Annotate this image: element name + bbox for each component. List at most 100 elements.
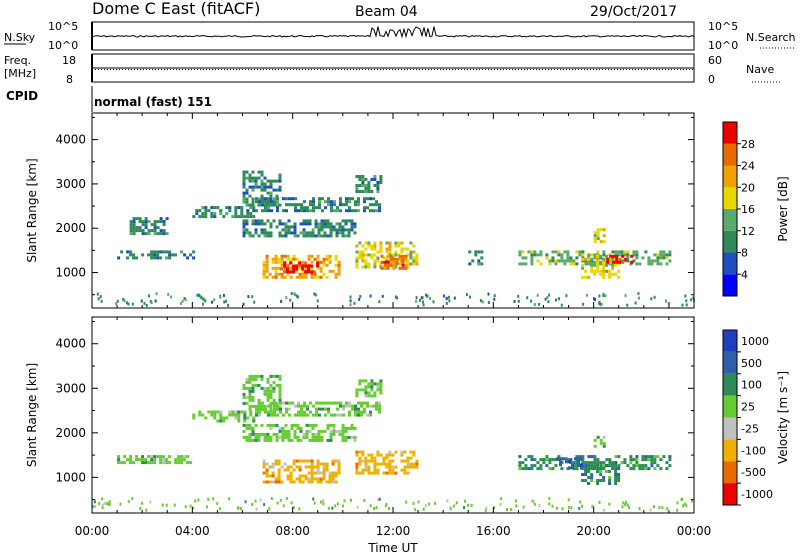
freq-trace xyxy=(91,54,694,82)
velocity-colorbar-cell xyxy=(723,395,737,418)
nsky-left-tick-top: 10^5 xyxy=(48,20,78,33)
power-colorbar-tick-label: 16 xyxy=(741,203,755,216)
power-echo-region xyxy=(606,254,634,264)
nave-label: Nave xyxy=(746,63,774,76)
velocity-echo-region xyxy=(242,423,357,442)
nave-right-tick-bottom: 0 xyxy=(708,73,715,86)
station-title: Dome C East (fitACF) xyxy=(92,0,260,18)
power-y-tick-label: 1000 xyxy=(55,266,86,280)
power-echo-region xyxy=(129,217,169,236)
velocity-colorbar-tick-label: -100 xyxy=(741,444,766,457)
power-echo-region xyxy=(117,250,196,260)
nsearch-right-tick-bottom: 10^0 xyxy=(708,39,738,52)
power-colorbar-label: Power [dB] xyxy=(776,176,790,241)
power-echo-region xyxy=(242,219,357,238)
power-echo-region xyxy=(192,206,256,219)
time-tick-label: 16:00 xyxy=(476,524,511,538)
date-label: 29/Oct/2017 xyxy=(590,4,677,20)
velocity-colorbar-tick-label: -25 xyxy=(741,422,759,435)
power-colorbar-tick-label: 24 xyxy=(741,160,755,173)
velocity-echo-region xyxy=(581,464,621,485)
power-colorbar-tick-label: 12 xyxy=(741,225,755,238)
cpid-value: normal (fast) 151 xyxy=(94,95,212,109)
time-tick-label: 04:00 xyxy=(175,524,210,538)
power-colorbar-tick-label: 28 xyxy=(741,138,755,151)
nsky-left-tick-bottom: 10^0 xyxy=(48,39,78,52)
time-axis: 00:00 04:00 08:00 12:00 16:00 20:00 00:00 xyxy=(75,524,712,538)
power-y-label: Slant Range [km] xyxy=(25,158,39,262)
power-y-tick-label: 3000 xyxy=(55,177,86,191)
time-tick-label: 00:00 xyxy=(677,524,712,538)
velocity-y-label: Slant Range [km] xyxy=(25,363,39,467)
velocity-colorbar-tick-label: 500 xyxy=(741,357,762,370)
beam-label: Beam 04 xyxy=(355,4,418,20)
velocity-colorbar: 1000 500 100 25 -25 -100 -500 -1000 Velocity [m … xyxy=(722,329,790,506)
velocity-colorbar-cell xyxy=(723,373,737,396)
velocity-colorbar-tick-label: -500 xyxy=(741,466,766,479)
velocity-echo-region xyxy=(262,459,341,484)
power-colorbar: 4 8 12 16 20 24 28 Power [dB] xyxy=(722,121,790,297)
velocity-colorbar-cell xyxy=(723,330,737,352)
velocity-y-tick-label: 2000 xyxy=(55,426,86,440)
power-colorbar-tick-label: 8 xyxy=(741,247,748,260)
time-axis-label: Time UT xyxy=(367,541,418,554)
power-y-tick-label: 4000 xyxy=(55,133,86,147)
power-echo-region xyxy=(255,197,381,213)
nave-right-tick-top: 60 xyxy=(708,54,722,67)
power-panel: 1000 2000 3000 4000 Slant Range [km] xyxy=(25,112,696,309)
cpid-label: CPID xyxy=(6,89,38,103)
power-colorbar-tick-label: 4 xyxy=(741,268,748,281)
freq-label-line1: Freq. xyxy=(4,54,31,67)
velocity-echo-region xyxy=(593,435,606,448)
velocity-colorbar-tick-label: 100 xyxy=(741,379,762,392)
velocity-y-tick-label: 1000 xyxy=(55,470,86,484)
nsky-trace xyxy=(91,22,695,50)
nsky-series-line xyxy=(91,26,695,39)
power-echo-region xyxy=(468,250,484,266)
velocity-frame xyxy=(91,316,695,514)
power-echo-region xyxy=(593,228,606,244)
power-colorbar-cell xyxy=(723,230,737,253)
velocity-near-range-speckle xyxy=(92,497,693,512)
velocity-colorbar-tick-label: 25 xyxy=(741,401,755,414)
velocity-colorbar-cell xyxy=(723,439,737,462)
freq-left-tick-bottom: 8 xyxy=(66,73,73,86)
velocity-echo-region xyxy=(192,410,256,423)
nsky-label: N.Sky xyxy=(4,31,36,44)
power-near-range-speckle xyxy=(96,292,696,307)
power-colorbar-cell xyxy=(723,274,737,297)
nsearch-label: N.Search xyxy=(746,31,796,44)
velocity-panel: 1000 2000 3000 4000 Slant Range [km] xyxy=(25,316,695,514)
time-tick-label: 20:00 xyxy=(576,524,611,538)
power-colorbar-tick-label: 20 xyxy=(741,181,755,194)
velocity-colorbar-tick-label: 1000 xyxy=(741,335,769,348)
power-colorbar-cell xyxy=(723,252,737,275)
power-echo-region xyxy=(380,254,408,270)
freq-label-line2: [MHz] xyxy=(4,67,36,80)
time-tick-label: 12:00 xyxy=(376,524,411,538)
freq-left-tick-top: 18 xyxy=(62,54,76,67)
velocity-colorbar-cell xyxy=(723,417,737,440)
power-echo-region xyxy=(355,175,383,193)
velocity-colorbar-cell xyxy=(723,461,737,484)
power-colorbar-cell xyxy=(723,122,737,144)
power-colorbar-cell xyxy=(723,187,737,210)
power-y-tick-label: 2000 xyxy=(55,221,86,235)
power-echo-region xyxy=(242,170,282,207)
power-colorbar-cell xyxy=(723,143,737,166)
velocity-y-tick-label: 4000 xyxy=(55,337,86,351)
velocity-colorbar-cell xyxy=(723,351,737,374)
velocity-echo-region xyxy=(355,379,383,398)
power-echo-region xyxy=(280,261,320,274)
velocity-colorbar-tick-label: -1000 xyxy=(741,488,773,501)
velocity-echo-region xyxy=(355,450,419,475)
velocity-echo-region xyxy=(255,401,381,417)
power-colorbar-cell xyxy=(723,165,737,188)
velocity-colorbar-cell xyxy=(723,483,737,505)
time-tick-label: 08:00 xyxy=(275,524,310,538)
time-tick-label: 00:00 xyxy=(75,524,110,538)
power-colorbar-cell xyxy=(723,209,737,231)
velocity-y-tick-label: 3000 xyxy=(55,381,86,395)
